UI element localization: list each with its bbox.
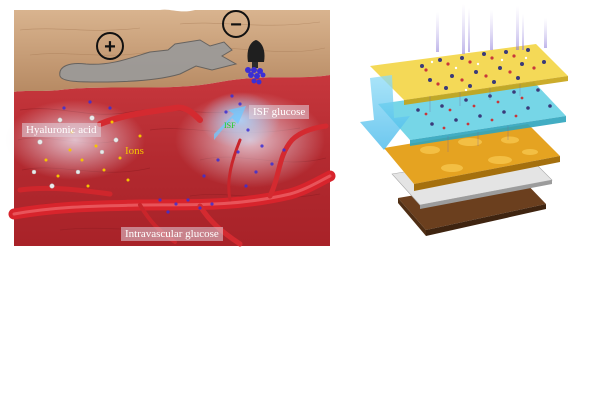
interlayer-stalks [429,84,521,152]
hyaluronic-acid-particles [31,115,119,189]
interstitial-haze-left [5,100,145,180]
vessel-branch-right [267,123,329,199]
blood-vessels [8,104,336,247]
sensor-layer-stack [360,4,568,236]
label-isf-glucose: ISF glucose [249,105,310,119]
cyan-layer-molecules [416,88,552,130]
rising-signal-beams [436,4,547,54]
top-layer-molecules [420,48,546,92]
sensor-probe [247,40,265,68]
isf-flux-arrow [214,106,246,140]
svg-text:+: + [104,36,116,58]
label-isf-small: ISF [224,121,236,130]
vessel-branch-up-mid [227,138,242,202]
layer-cyan [378,82,566,146]
label-hyaluronic-acid: Hyaluronic acid [22,123,101,137]
cathode-symbol: − [222,10,250,38]
glucose-molecules [62,94,286,214]
layer-gold [384,124,560,191]
anode-symbol: + [96,32,124,60]
vessel-branch-down [197,203,243,247]
downward-flow-arrow [360,75,410,150]
vessel-branch-upper [97,104,203,127]
glucose-cluster [245,67,266,85]
electrode-pad [59,39,238,83]
vessel-branch-left [17,185,113,197]
svg-text:−: − [230,14,242,36]
label-intravascular-glucose: Intravascular glucose [121,227,223,241]
label-ions: Ions [125,145,144,157]
layer-top-yellow [370,44,568,105]
